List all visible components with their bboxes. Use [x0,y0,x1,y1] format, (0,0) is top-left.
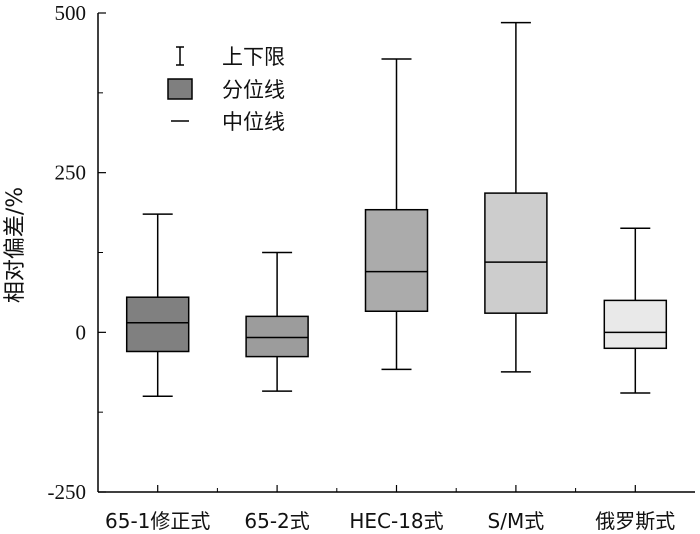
legend-item-whisker: 上下限 [176,45,285,69]
x-tick-label: 俄罗斯式 [595,509,675,533]
quartile-box [603,299,668,350]
x-ticks: 65-1修正式 65-2式 HEC-18式 S/M式 俄罗斯式 [105,485,675,533]
x-tick-label: HEC-18式 [349,509,443,533]
quartile-box [245,315,309,358]
x-tick-label: 65-1修正式 [105,509,210,533]
y-ticks: -250 0 250 500 [48,1,106,504]
quartile-box [484,192,548,314]
box-2 [245,251,309,392]
box-3 [364,58,429,371]
legend-box-icon [167,78,193,100]
legend-label: 上下限 [222,45,285,69]
x-tick-label: S/M式 [488,509,545,533]
box-1 [125,213,190,397]
legend-label: 中位线 [222,110,285,134]
x-tick-label: 65-2式 [244,509,309,533]
quartile-box [125,296,190,353]
y-tick-label: -250 [48,480,87,504]
y-tick-label: 500 [55,1,87,25]
legend-label: 分位线 [222,78,285,102]
quartile-box [364,208,429,313]
legend-item-line: 中位线 [171,110,285,134]
box-series [125,21,668,397]
box-5 [603,227,668,394]
y-tick-label: 250 [55,161,87,185]
legend-item-box: 分位线 [167,78,285,102]
y-tick-label: 0 [76,320,87,344]
y-axis-label: 相对偏差/% [3,187,28,303]
box-4 [484,21,548,373]
